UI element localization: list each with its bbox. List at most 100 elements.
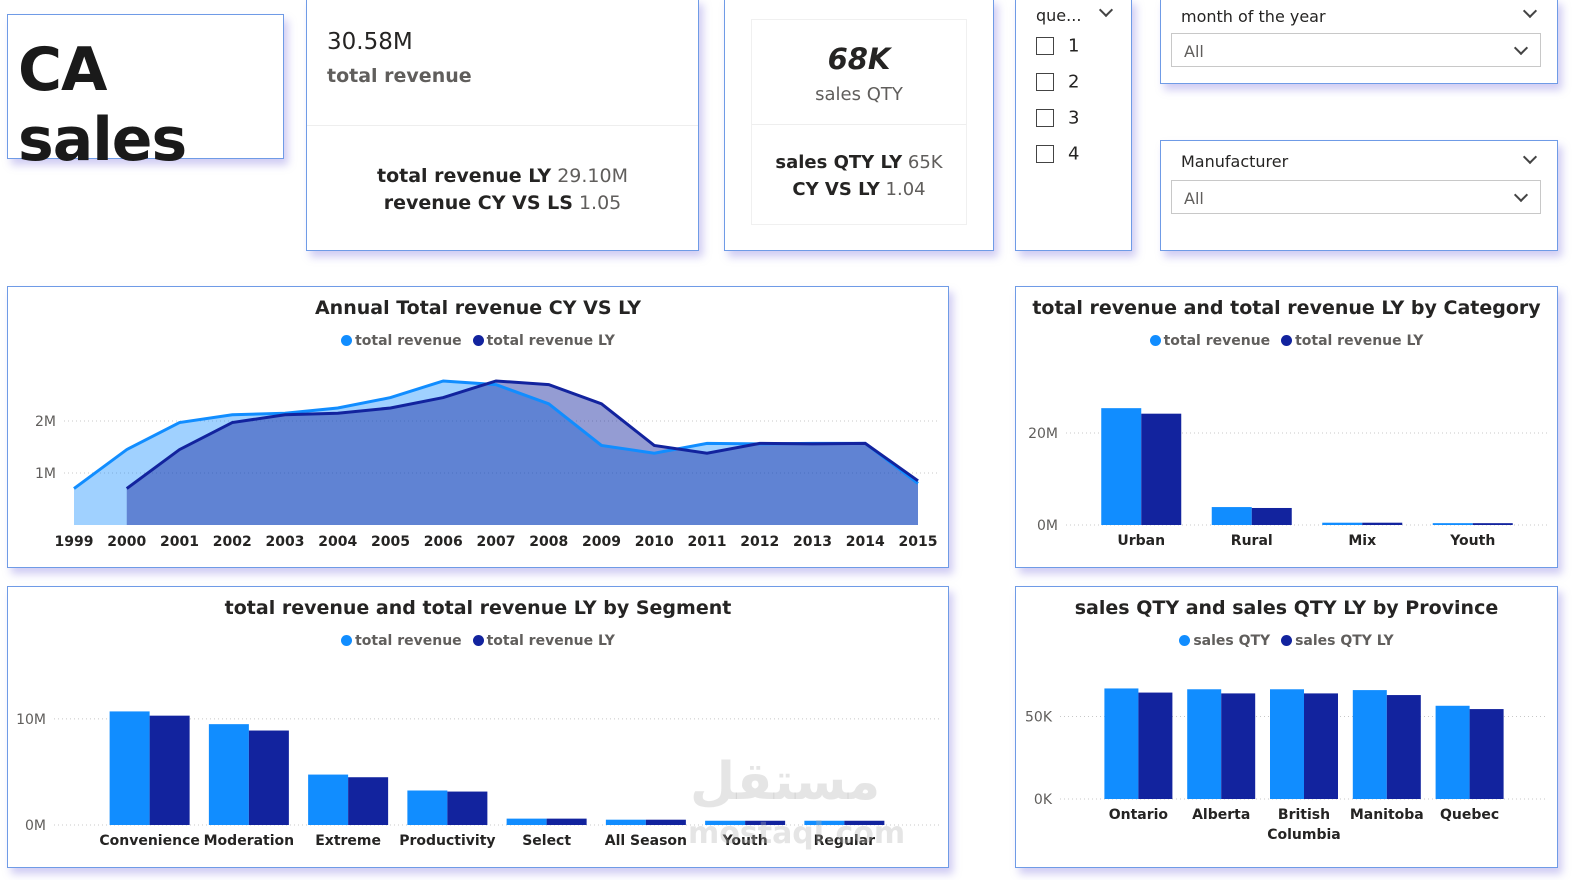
watermark-arabic: مستقل xyxy=(690,752,881,812)
quarter-option-2[interactable]: 2 xyxy=(1036,71,1079,95)
x-tick-label: 2002 xyxy=(213,534,252,550)
x-tick-label: 1999 xyxy=(55,534,94,550)
x-tick-label: 2006 xyxy=(424,534,463,550)
quarter-option-label: 2 xyxy=(1068,71,1080,93)
legend-item[interactable]: total revenue LY xyxy=(472,333,615,349)
bar-cy xyxy=(1322,522,1363,525)
kpi-qty-divider xyxy=(752,124,966,125)
x-tick-label: 2001 xyxy=(160,534,199,550)
bar-ly xyxy=(645,819,686,825)
chart-title: sales QTY and sales QTY LY by Province xyxy=(1074,597,1499,619)
legend-item[interactable]: total revenue xyxy=(341,633,462,649)
legend-item[interactable]: sales QTY LY xyxy=(1281,633,1394,649)
x-tick-label: All Season xyxy=(605,833,687,849)
manufacturer-slicer[interactable]: Manufacturer All xyxy=(1160,140,1558,251)
month-dropdown-value: All xyxy=(1184,42,1204,61)
chart-legend: total revenue total revenue LY xyxy=(1016,333,1557,349)
bar-cy xyxy=(1104,688,1139,799)
bar-cy xyxy=(506,818,547,825)
bar-cy xyxy=(804,820,845,825)
bar-cy xyxy=(1435,705,1470,799)
bar-cy xyxy=(705,820,746,825)
chevron-down-icon[interactable] xyxy=(1098,2,1114,18)
kpi-revenue-cmp-label: revenue CY VS LS xyxy=(383,192,573,214)
x-tick-label: Rural xyxy=(1231,533,1273,549)
legend-dot-cy xyxy=(1149,335,1161,346)
bar-ly xyxy=(447,791,488,825)
checkbox[interactable] xyxy=(1036,37,1054,55)
bar-ly xyxy=(248,730,289,825)
chevron-down-icon[interactable] xyxy=(1513,187,1529,203)
kpi-qty-cmp-label: CY VS LY xyxy=(792,179,880,200)
chevron-down-icon[interactable] xyxy=(1513,40,1529,56)
x-tick-label: Alberta xyxy=(1192,807,1250,823)
x-tick-label: Extreme xyxy=(315,833,381,849)
legend-dot-ly xyxy=(1281,335,1293,346)
line-total-revenue-ly xyxy=(125,379,919,490)
chevron-down-icon[interactable] xyxy=(1522,3,1538,19)
manufacturer-dropdown-value: All xyxy=(1184,189,1204,208)
x-tick-label: 2012 xyxy=(740,534,779,550)
month-slicer-title: month of the year xyxy=(1181,7,1326,26)
y-tick-label: 10M xyxy=(16,712,46,728)
legend-label: total revenue LY xyxy=(486,633,615,649)
x-tick-label: Productivity xyxy=(399,833,495,849)
category-chart-svg: 0M 20M Urban Rural Mix Youth xyxy=(1028,408,1548,549)
legend-item[interactable]: total revenue xyxy=(1149,333,1270,349)
kpi-qty-card[interactable]: 68K sales QTY sales QTY LY 65K CY VS LY … xyxy=(724,0,994,251)
province-qty-chart[interactable]: sales QTY and sales QTY LY by Province s… xyxy=(1015,586,1558,868)
kpi-revenue-ly-value: 29.10M xyxy=(557,165,628,187)
kpi-qty-ly-line: sales QTY LY 65K xyxy=(752,152,966,173)
checkbox[interactable] xyxy=(1036,145,1054,163)
legend-item[interactable]: sales QTY xyxy=(1179,633,1270,649)
y-tick-label: 2M xyxy=(35,414,56,430)
legend-label: total revenue xyxy=(355,633,462,649)
legend-label: sales QTY LY xyxy=(1295,633,1394,649)
bar-ly xyxy=(149,715,190,825)
bar-cy xyxy=(1101,408,1142,525)
bar-ly xyxy=(1386,695,1421,799)
x-tick-label: Youth xyxy=(722,833,768,849)
month-slicer[interactable]: month of the year All xyxy=(1160,0,1558,84)
quarter-option-1[interactable]: 1 xyxy=(1036,35,1079,59)
x-tick-label: 2014 xyxy=(846,534,885,550)
checkbox[interactable] xyxy=(1036,73,1054,91)
kpi-qty-value: 68K xyxy=(827,42,891,76)
quarter-slicer[interactable]: que... 1 2 3 4 xyxy=(1015,0,1132,251)
kpi-qty-ly-value: 65K xyxy=(907,152,943,173)
legend-dot-ly xyxy=(472,635,484,646)
chart-title: Annual Total revenue CY VS LY xyxy=(314,297,642,319)
category-revenue-chart[interactable]: total revenue and total revenue LY by Ca… xyxy=(1015,286,1558,568)
checkbox[interactable] xyxy=(1036,109,1054,127)
quarter-option-3[interactable]: 3 xyxy=(1036,107,1079,131)
annual-revenue-chart[interactable]: Annual Total revenue CY VS LY total reve… xyxy=(7,286,949,568)
chevron-down-icon[interactable] xyxy=(1522,149,1538,165)
x-tick-label: 2015 xyxy=(899,534,938,550)
kpi-revenue-ly-line: total revenue LY 29.10M xyxy=(307,165,698,187)
legend-label: total revenue LY xyxy=(1295,333,1424,349)
x-tick-label: 2009 xyxy=(582,534,621,550)
x-tick-label: Convenience xyxy=(99,833,200,849)
bar-ly xyxy=(546,818,587,825)
manufacturer-dropdown[interactable]: All xyxy=(1171,180,1541,214)
quarter-option-4[interactable]: 4 xyxy=(1036,143,1079,167)
month-dropdown[interactable]: All xyxy=(1171,33,1541,67)
legend-item[interactable]: total revenue LY xyxy=(472,633,615,649)
x-tick-label: 2007 xyxy=(477,534,516,550)
quarter-slicer-title: que... xyxy=(1036,6,1082,25)
legend-item[interactable]: total revenue xyxy=(341,333,462,349)
x-tick-label: Quebec xyxy=(1440,807,1499,823)
x-tick-label: Ontario xyxy=(1109,807,1169,823)
kpi-revenue-cmp-line: revenue CY VS LS 1.05 xyxy=(307,192,698,214)
kpi-revenue-label: total revenue xyxy=(327,65,472,87)
bar-ly xyxy=(1141,413,1182,525)
legend-label: total revenue LY xyxy=(486,333,615,349)
x-tick-label: 2003 xyxy=(266,534,305,550)
legend-dot-cy xyxy=(341,335,353,346)
legend-label: sales QTY xyxy=(1193,633,1271,649)
kpi-revenue-card[interactable]: 30.58M total revenue total revenue LY 29… xyxy=(306,0,699,251)
legend-item[interactable]: total revenue LY xyxy=(1281,333,1423,349)
area-total-revenue xyxy=(74,380,918,525)
bar-cy xyxy=(1432,523,1473,525)
segment-revenue-chart[interactable]: total revenue and total revenue LY by Se… xyxy=(7,586,949,868)
